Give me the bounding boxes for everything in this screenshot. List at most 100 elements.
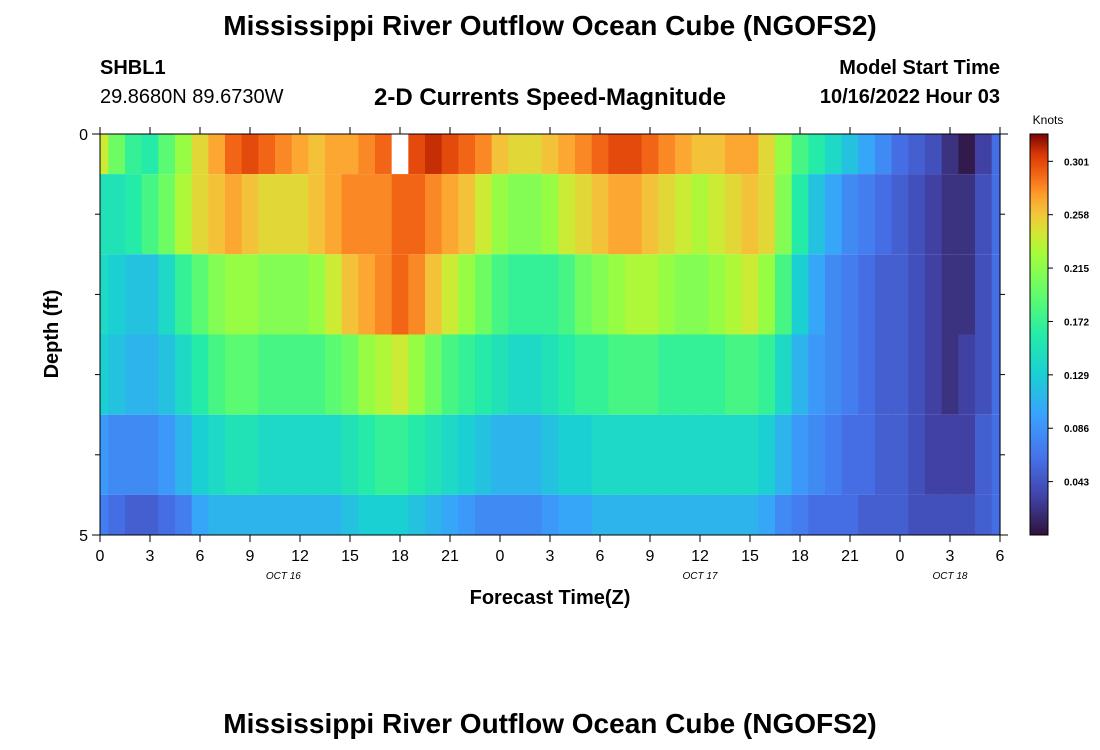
x-tick-label: 0 (96, 548, 105, 565)
heat-cell (858, 174, 876, 255)
heat-cell (108, 254, 126, 335)
heat-cell (375, 414, 393, 495)
heat-cell (258, 174, 276, 255)
heat-cell (141, 494, 159, 535)
heat-cell (508, 134, 526, 175)
heat-cell (808, 174, 826, 255)
heat-cell (708, 134, 726, 175)
heat-cell (100, 414, 109, 495)
heat-cell (391, 174, 409, 255)
heat-cell (891, 174, 909, 255)
heat-cell (475, 414, 493, 495)
heat-cell (591, 414, 609, 495)
heat-cell (475, 134, 493, 175)
heat-cell (591, 134, 609, 175)
heat-cell (975, 174, 993, 255)
heat-cell (825, 494, 843, 535)
heat-cell (208, 134, 226, 175)
heat-cell (125, 334, 143, 415)
heat-cell (975, 334, 993, 415)
heat-cell (941, 254, 959, 335)
heat-cell (175, 254, 193, 335)
heat-cell (325, 334, 343, 415)
heat-cell (225, 254, 243, 335)
colorbar-title: Knots (1033, 113, 1064, 127)
heat-cell (625, 254, 643, 335)
heat-cell (158, 494, 176, 535)
heat-cell (925, 414, 943, 495)
heat-cell (141, 334, 159, 415)
heat-cell (725, 494, 743, 535)
heat-cell (591, 254, 609, 335)
heat-cell (308, 174, 326, 255)
heat-cell (408, 334, 426, 415)
heat-cell (758, 254, 776, 335)
repeated-chart-title: Mississippi River Outflow Ocean Cube (NG… (223, 708, 877, 739)
heat-cell (791, 254, 809, 335)
heat-cell (358, 334, 376, 415)
heat-cell (391, 134, 409, 175)
heat-cell (408, 494, 426, 535)
heat-cell (775, 134, 793, 175)
heat-cell (691, 134, 709, 175)
heat-cell (958, 134, 976, 175)
heat-cell (691, 174, 709, 255)
heat-cell (308, 254, 326, 335)
heat-cell (408, 174, 426, 255)
heat-cell (441, 134, 459, 175)
heat-cell (258, 494, 276, 535)
heat-cell (775, 334, 793, 415)
heat-cell (941, 414, 959, 495)
heat-cell (441, 414, 459, 495)
heat-cell (341, 494, 359, 535)
model-start-value: 10/16/2022 Hour 03 (819, 86, 1000, 108)
heat-cell (458, 134, 476, 175)
heat-cell (658, 174, 676, 255)
heat-cell (291, 414, 309, 495)
heat-cell (100, 334, 109, 415)
heat-cell (758, 174, 776, 255)
heat-cell (725, 174, 743, 255)
heat-cell (408, 414, 426, 495)
heat-cell (641, 134, 659, 175)
heat-cell (991, 254, 1001, 335)
heat-cell (791, 414, 809, 495)
heat-cell (108, 414, 126, 495)
heat-cell (825, 254, 843, 335)
heat-cell (341, 254, 359, 335)
x-tick-label: 18 (791, 548, 809, 565)
heat-cell (375, 494, 393, 535)
heat-cell (908, 414, 926, 495)
heat-cell (241, 414, 259, 495)
heat-cell (625, 334, 643, 415)
heat-cell (391, 414, 409, 495)
heat-cell (758, 134, 776, 175)
heat-cell (141, 414, 159, 495)
heat-cell (808, 414, 826, 495)
heat-cell (791, 494, 809, 535)
heat-cell (491, 414, 509, 495)
heat-cell (125, 254, 143, 335)
date-label: OCT 17 (682, 571, 717, 582)
heat-cell (658, 334, 676, 415)
heatmap-cells (100, 134, 1001, 535)
heat-cell (608, 134, 626, 175)
heat-cell (608, 174, 626, 255)
x-tick-label: 12 (291, 548, 309, 565)
heat-cell (875, 254, 893, 335)
heat-cell (258, 334, 276, 415)
heat-cell (508, 494, 526, 535)
heat-cell (508, 174, 526, 255)
heat-cell (741, 414, 759, 495)
heat-cell (291, 334, 309, 415)
colorbar-tick-label: 0.086 (1064, 424, 1089, 435)
heat-cell (525, 134, 543, 175)
heat-cell (158, 174, 176, 255)
heat-cell (441, 254, 459, 335)
heat-cell (641, 334, 659, 415)
heat-cell (308, 334, 326, 415)
heat-cell (208, 494, 226, 535)
heat-cell (908, 174, 926, 255)
heat-cell (908, 254, 926, 335)
heat-cell (525, 174, 543, 255)
